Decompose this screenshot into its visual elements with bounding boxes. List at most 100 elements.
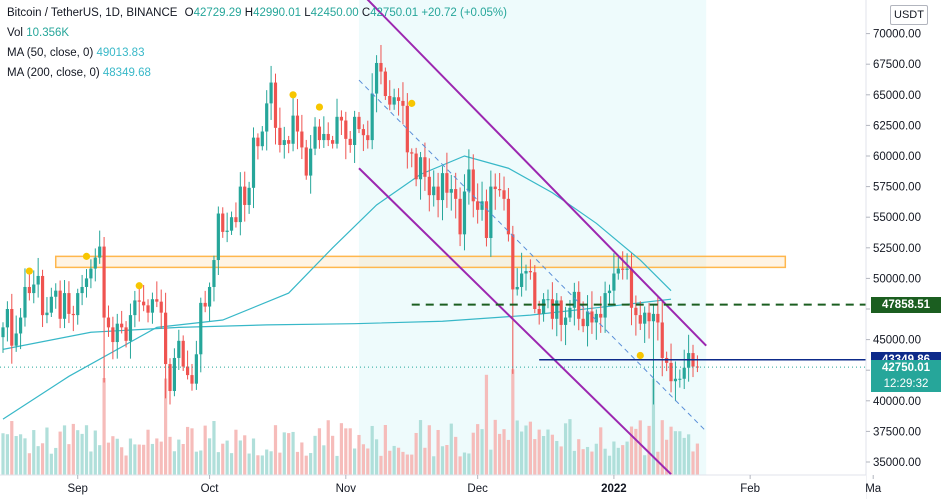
- candle[interactable]: [102, 237, 106, 383]
- candle[interactable]: [309, 135, 313, 194]
- channel-mid-line[interactable]: [358, 79, 707, 432]
- candle[interactable]: [67, 281, 71, 324]
- candle[interactable]: [489, 170, 493, 257]
- candle[interactable]: [168, 358, 172, 405]
- candle[interactable]: [159, 289, 163, 329]
- candle[interactable]: [418, 151, 423, 200]
- candle[interactable]: [45, 297, 49, 324]
- candle[interactable]: [331, 135, 335, 149]
- candle[interactable]: [212, 255, 216, 302]
- candle[interactable]: [49, 287, 53, 318]
- candle[interactable]: [10, 293, 14, 364]
- candle[interactable]: [313, 117, 317, 156]
- candle[interactable]: [396, 88, 401, 116]
- candle[interactable]: [300, 114, 304, 160]
- candle[interactable]: [432, 170, 436, 207]
- candle[interactable]: [361, 124, 365, 152]
- candle[interactable]: [146, 299, 150, 323]
- candle[interactable]: [660, 301, 664, 377]
- candle[interactable]: [559, 296, 563, 342]
- candle[interactable]: [607, 284, 612, 306]
- candle[interactable]: [502, 176, 506, 211]
- candle[interactable]: [515, 268, 519, 296]
- candle[interactable]: [471, 154, 475, 218]
- candle[interactable]: [150, 292, 155, 324]
- candle[interactable]: [58, 280, 62, 329]
- candle[interactable]: [366, 120, 370, 149]
- candle[interactable]: [414, 147, 418, 187]
- candle[interactable]: [423, 142, 427, 191]
- candle[interactable]: [467, 149, 471, 205]
- currency-selector[interactable]: USDT: [890, 5, 928, 25]
- candle[interactable]: [36, 257, 40, 298]
- candle[interactable]: [164, 292, 168, 399]
- candle[interactable]: [616, 257, 620, 280]
- candle[interactable]: [498, 172, 502, 197]
- candle[interactable]: [440, 166, 445, 221]
- channel-upper-line[interactable]: [359, 0, 707, 347]
- candle[interactable]: [62, 280, 67, 329]
- candle[interactable]: [511, 225, 515, 374]
- candle[interactable]: [572, 282, 576, 326]
- candle[interactable]: [295, 99, 300, 150]
- candle[interactable]: [269, 65, 273, 120]
- candle[interactable]: [621, 251, 625, 280]
- candle[interactable]: [5, 301, 9, 342]
- candle[interactable]: [480, 181, 484, 221]
- time-axis[interactable]: Sep Oct Nov Dec 2022 Feb Ma: [0, 474, 882, 499]
- candle[interactable]: [181, 335, 185, 371]
- candle[interactable]: [656, 296, 660, 341]
- candle[interactable]: [678, 369, 682, 388]
- candle[interactable]: [348, 131, 352, 153]
- candle[interactable]: [379, 44, 383, 85]
- candle[interactable]: [590, 291, 594, 334]
- candle[interactable]: [71, 305, 75, 332]
- candle[interactable]: [304, 139, 308, 180]
- candle[interactable]: [339, 110, 344, 136]
- candle[interactable]: [524, 264, 528, 291]
- candle[interactable]: [287, 135, 291, 154]
- candle[interactable]: [18, 308, 23, 350]
- candle[interactable]: [238, 172, 242, 236]
- candle[interactable]: [190, 363, 194, 391]
- candle[interactable]: [172, 348, 177, 397]
- candle[interactable]: [133, 290, 137, 328]
- candle[interactable]: [234, 202, 238, 228]
- candle[interactable]: [493, 173, 497, 210]
- candle[interactable]: [383, 67, 387, 100]
- candle[interactable]: [401, 82, 405, 125]
- candle[interactable]: [260, 126, 264, 151]
- candle[interactable]: [436, 172, 440, 218]
- candle[interactable]: [625, 253, 629, 280]
- candle[interactable]: [322, 116, 326, 148]
- candle[interactable]: [344, 111, 348, 160]
- candle[interactable]: [335, 98, 339, 149]
- candle[interactable]: [458, 187, 462, 247]
- candle[interactable]: [84, 269, 89, 298]
- candle[interactable]: [278, 107, 282, 153]
- candle[interactable]: [23, 268, 27, 327]
- candle[interactable]: [326, 122, 330, 147]
- price-axis[interactable]: 35000.0037500.0040000.0042500.0045000.00…: [865, 0, 947, 499]
- candle[interactable]: [115, 313, 119, 359]
- candle[interactable]: [216, 206, 220, 276]
- ma200-row[interactable]: MA (200, close, 0) 48349.68: [7, 63, 507, 83]
- candle[interactable]: [695, 355, 700, 373]
- channel-lower-line[interactable]: [358, 167, 672, 475]
- candle[interactable]: [374, 55, 379, 113]
- candle[interactable]: [89, 259, 93, 289]
- candle[interactable]: [273, 73, 278, 145]
- volume-row[interactable]: Vol 10.356K: [7, 23, 507, 43]
- candle[interactable]: [106, 305, 111, 337]
- candle[interactable]: [40, 269, 45, 328]
- candle[interactable]: [651, 304, 656, 405]
- candle[interactable]: [353, 110, 357, 163]
- candle[interactable]: [291, 96, 295, 152]
- candle[interactable]: [392, 88, 396, 110]
- candle[interactable]: [555, 293, 559, 337]
- candle[interactable]: [124, 321, 128, 348]
- candle[interactable]: [317, 119, 322, 149]
- candle[interactable]: [520, 252, 524, 297]
